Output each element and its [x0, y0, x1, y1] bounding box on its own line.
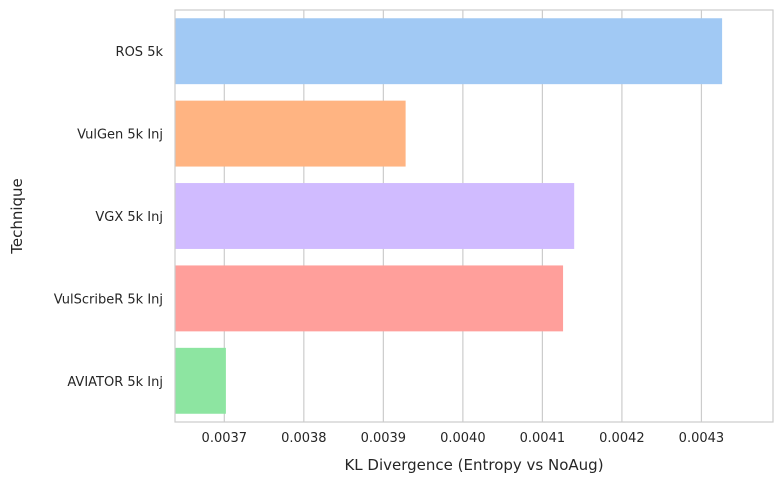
x-tick-label: 0.0038: [281, 431, 327, 446]
y-tick-label: ROS 5k: [116, 45, 164, 60]
x-tick-labels: 0.0037 0.0038 0.0039 0.0040 0.0041 0.0042 0.00…: [202, 431, 725, 446]
y-axis-title: Technique: [8, 178, 26, 255]
x-axis-title: KL Divergence (Entropy vs NoAug): [344, 456, 603, 474]
x-tick-label: 0.0039: [361, 431, 407, 446]
x-tick-label: 0.0043: [679, 431, 725, 446]
bar-vulscriber-5k-inj: [175, 265, 564, 332]
y-tick-label: VGX 5k Inj: [95, 210, 163, 225]
x-tick-label: 0.0041: [520, 431, 566, 446]
x-tick-label: 0.0037: [202, 431, 248, 446]
bar-ros-5k: [175, 18, 723, 85]
bars: [175, 18, 723, 414]
y-tick-label: VulScribeR 5k Inj: [54, 292, 163, 307]
plot-frame: [174, 9, 774, 423]
bar-vulgen-5k-inj: [175, 100, 406, 167]
y-tick-label: AVIATOR 5k Inj: [67, 375, 163, 390]
x-tick-label: 0.0042: [599, 431, 645, 446]
y-tick-labels: ROS 5k VulGen 5k Inj VGX 5k Inj VulScribeR …: [54, 45, 164, 390]
x-tick-label: 0.0040: [440, 431, 486, 446]
y-tick-label: VulGen 5k Inj: [77, 128, 163, 143]
bar-aviator-5k-inj: [175, 347, 226, 414]
bar-vgx-5k-inj: [175, 183, 575, 249]
